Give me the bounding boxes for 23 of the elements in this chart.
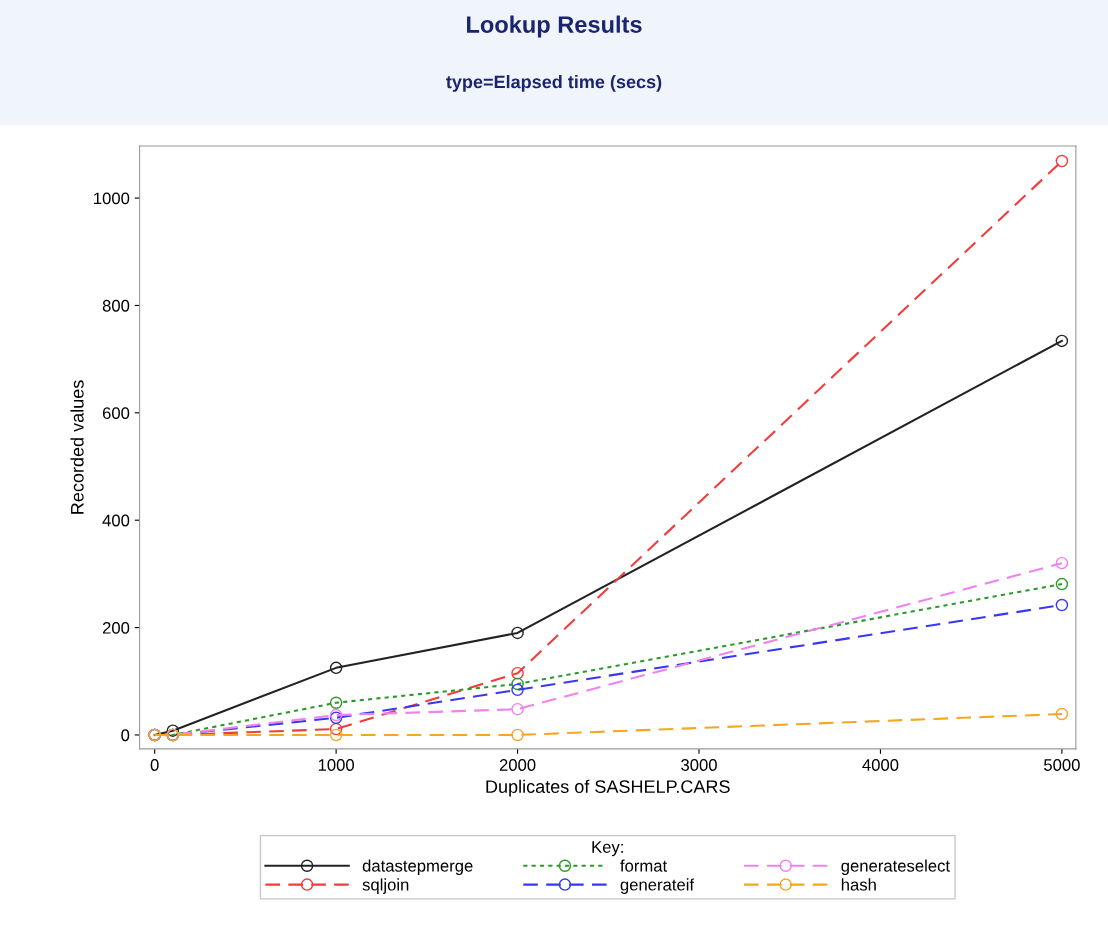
x-tick-label: 4000 <box>862 759 899 771</box>
y-tick-label: 0 <box>121 729 130 742</box>
y-axis-title: Recorded values <box>70 380 84 514</box>
chart-subtitle: type=Elapsed time (secs) <box>446 75 662 92</box>
legend-label: datastepmerge <box>362 859 473 876</box>
legend-label: generateselect <box>841 859 950 876</box>
legend-title: Key: <box>592 841 623 857</box>
y-tick-label: 1000 <box>94 192 130 205</box>
y-tick-label: 200 <box>102 621 130 634</box>
x-tick-label: 3000 <box>681 759 717 771</box>
legend-label: generateif <box>620 878 695 894</box>
legend-label: format <box>620 859 668 872</box>
y-tick-label: 600 <box>102 407 130 420</box>
y-tick-label: 400 <box>102 514 130 527</box>
x-tick-label: 2000 <box>499 759 536 771</box>
chart-title: Lookup Results <box>467 15 642 38</box>
x-tick-label: 0 <box>150 759 159 771</box>
legend-label: sqljoin <box>362 878 409 894</box>
x-tick-label: 5000 <box>1044 759 1080 771</box>
y-tick-label: 800 <box>102 299 130 312</box>
x-axis-title: Duplicates of SASHELP.CARS <box>486 779 730 797</box>
legend-label: hash <box>841 878 876 891</box>
x-tick-label: 1000 <box>318 759 354 771</box>
